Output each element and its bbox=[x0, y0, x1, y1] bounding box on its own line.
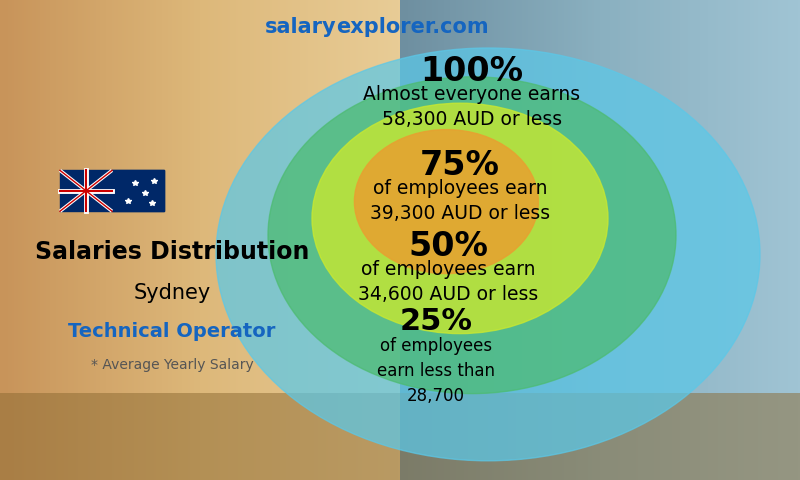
Text: 28,700: 28,700 bbox=[407, 387, 465, 405]
FancyBboxPatch shape bbox=[60, 170, 164, 211]
Ellipse shape bbox=[216, 48, 760, 461]
Text: Salaries Distribution: Salaries Distribution bbox=[35, 240, 309, 264]
Text: * Average Yearly Salary: * Average Yearly Salary bbox=[90, 358, 254, 372]
FancyBboxPatch shape bbox=[112, 170, 164, 211]
Text: 25%: 25% bbox=[399, 307, 473, 336]
Text: salary: salary bbox=[264, 17, 336, 37]
Ellipse shape bbox=[312, 103, 608, 334]
Text: 50%: 50% bbox=[408, 230, 488, 264]
Text: of employees earn: of employees earn bbox=[373, 179, 547, 198]
Text: Almost everyone earns: Almost everyone earns bbox=[363, 85, 581, 104]
Text: Technical Operator: Technical Operator bbox=[68, 322, 276, 341]
Ellipse shape bbox=[268, 77, 676, 394]
Text: of employees earn: of employees earn bbox=[361, 260, 535, 279]
Text: 75%: 75% bbox=[420, 149, 500, 182]
Ellipse shape bbox=[354, 130, 538, 274]
Text: explorer.com: explorer.com bbox=[336, 17, 489, 37]
Text: 100%: 100% bbox=[421, 55, 523, 88]
Text: 39,300 AUD or less: 39,300 AUD or less bbox=[370, 204, 550, 223]
Text: Sydney: Sydney bbox=[134, 283, 210, 303]
Text: 58,300 AUD or less: 58,300 AUD or less bbox=[382, 110, 562, 129]
Text: earn less than: earn less than bbox=[377, 362, 495, 380]
Text: of employees: of employees bbox=[380, 337, 492, 355]
Text: 34,600 AUD or less: 34,600 AUD or less bbox=[358, 285, 538, 304]
